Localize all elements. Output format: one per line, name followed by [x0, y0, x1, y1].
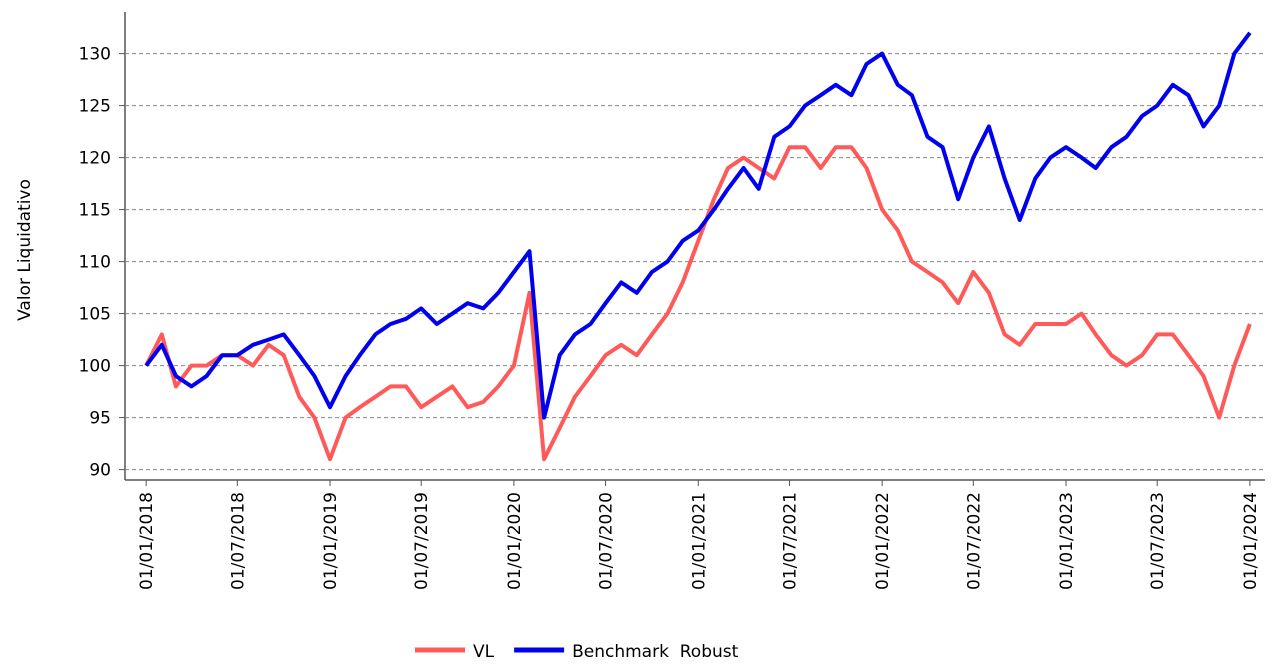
x-tick-label: 01/01/2020 — [505, 492, 525, 590]
x-tick-label: 01/01/2018 — [137, 492, 157, 590]
y-tick-label: 90 — [89, 461, 111, 481]
x-tick-label: 01/01/2024 — [1241, 492, 1261, 590]
x-tick-label: 01/01/2023 — [1057, 492, 1077, 590]
y-tick-label: 110 — [79, 253, 111, 273]
x-tick-label: 01/01/2019 — [321, 492, 341, 590]
x-tick-label: 01/07/2019 — [412, 492, 432, 590]
x-tick-label: 01/07/2018 — [228, 492, 248, 590]
x-tick-label: 01/07/2020 — [597, 492, 617, 590]
legend-label: Benchmark Robust — [572, 642, 739, 662]
y-tick-label: 120 — [79, 149, 111, 169]
line — [144, 31, 1252, 420]
x-tick-label: 01/07/2021 — [780, 492, 800, 590]
x-tick-label: 01/07/2023 — [1148, 492, 1168, 590]
x-tick-label: 01/07/2022 — [964, 492, 984, 590]
y-tick-label: 95 — [89, 409, 111, 429]
y-tick-label: 105 — [79, 305, 111, 325]
y-tick-label: 130 — [79, 45, 111, 65]
x-tick-label: 01/01/2022 — [873, 492, 893, 590]
y-tick-label: 115 — [79, 201, 111, 221]
line — [144, 145, 1252, 462]
y-tick-label: 100 — [79, 357, 111, 377]
legend-label: VL — [473, 642, 495, 662]
y-tick-label: 125 — [79, 97, 111, 117]
y-axis-label: Valor Liquidativo — [15, 179, 35, 321]
x-tick-label: 01/01/2021 — [689, 492, 709, 590]
